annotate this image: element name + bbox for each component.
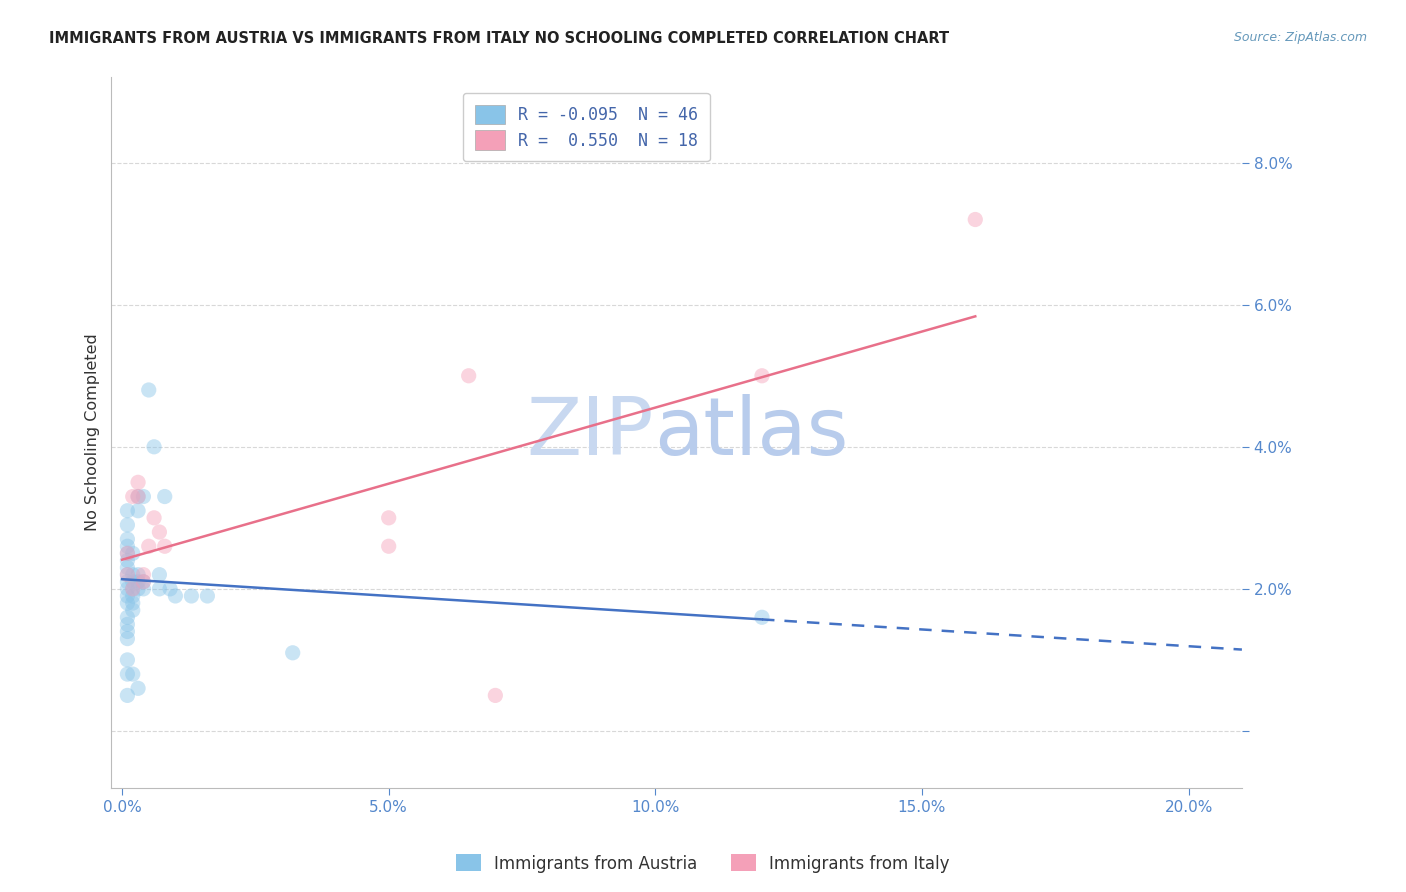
Point: [127, 490, 149, 504]
Text: atlas: atlas: [654, 393, 848, 472]
Legend: R = -0.095  N = 46, R =  0.550  N = 18: R = -0.095 N = 46, R = 0.550 N = 18: [463, 93, 710, 161]
Point: [117, 539, 139, 553]
Point: [132, 582, 155, 596]
Point: [121, 574, 143, 589]
Point: [121, 567, 143, 582]
Text: IMMIGRANTS FROM AUSTRIA VS IMMIGRANTS FROM ITALY NO SCHOOLING COMPLETED CORRELAT: IMMIGRANTS FROM AUSTRIA VS IMMIGRANTS FR…: [49, 31, 949, 46]
Point: [121, 582, 143, 596]
Point: [117, 574, 139, 589]
Point: [117, 596, 139, 610]
Point: [121, 546, 143, 560]
Point: [165, 589, 187, 603]
Point: [117, 504, 139, 518]
Point: [121, 582, 143, 596]
Point: [117, 553, 139, 567]
Point: [117, 532, 139, 546]
Point: [117, 560, 139, 574]
Point: [117, 567, 139, 582]
Point: [117, 653, 139, 667]
Point: [197, 589, 219, 603]
Point: [377, 539, 399, 553]
Point: [153, 490, 176, 504]
Point: [117, 632, 139, 646]
Point: [127, 681, 149, 696]
Point: [484, 689, 506, 703]
Point: [148, 567, 170, 582]
Point: [127, 504, 149, 518]
Point: [121, 589, 143, 603]
Point: [127, 490, 149, 504]
Point: [180, 589, 202, 603]
Legend: Immigrants from Austria, Immigrants from Italy: Immigrants from Austria, Immigrants from…: [450, 847, 956, 880]
Point: [121, 490, 143, 504]
Point: [117, 589, 139, 603]
Point: [117, 617, 139, 632]
Text: ZIP: ZIP: [527, 393, 654, 472]
Point: [121, 596, 143, 610]
Point: [117, 610, 139, 624]
Point: [281, 646, 304, 660]
Point: [117, 517, 139, 532]
Point: [132, 574, 155, 589]
Point: [751, 610, 773, 624]
Point: [121, 667, 143, 681]
Point: [117, 546, 139, 560]
Point: [132, 567, 155, 582]
Point: [132, 574, 155, 589]
Point: [148, 582, 170, 596]
Point: [377, 511, 399, 525]
Point: [127, 475, 149, 490]
Y-axis label: No Schooling Completed: No Schooling Completed: [86, 334, 100, 532]
Point: [153, 539, 176, 553]
Point: [138, 383, 160, 397]
Point: [121, 603, 143, 617]
Point: [117, 582, 139, 596]
Point: [127, 582, 149, 596]
Text: Source: ZipAtlas.com: Source: ZipAtlas.com: [1233, 31, 1367, 45]
Point: [143, 511, 166, 525]
Point: [117, 567, 139, 582]
Point: [965, 212, 987, 227]
Point: [148, 524, 170, 539]
Point: [117, 624, 139, 639]
Point: [143, 440, 166, 454]
Point: [127, 567, 149, 582]
Point: [751, 368, 773, 383]
Point: [138, 539, 160, 553]
Point: [117, 689, 139, 703]
Point: [117, 667, 139, 681]
Point: [457, 368, 479, 383]
Point: [132, 490, 155, 504]
Point: [159, 582, 181, 596]
Point: [117, 546, 139, 560]
Point: [127, 574, 149, 589]
